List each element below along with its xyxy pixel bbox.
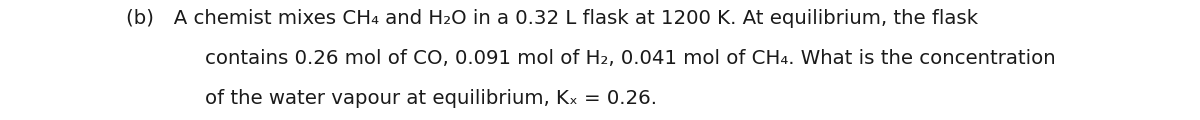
Text: contains 0.26 mol of CO, 0.091 mol of H₂, 0.041 mol of CH₄. What is the concentr: contains 0.26 mol of CO, 0.091 mol of H₂… bbox=[126, 49, 1056, 68]
Text: of the water vapour at equilibrium, Kₓ = 0.26.: of the water vapour at equilibrium, Kₓ =… bbox=[126, 89, 658, 108]
Text: (b) A chemist mixes CH₄ and H₂O in a 0.32 L flask at 1200 K. At equilibrium, the: (b) A chemist mixes CH₄ and H₂O in a 0.3… bbox=[126, 9, 978, 28]
